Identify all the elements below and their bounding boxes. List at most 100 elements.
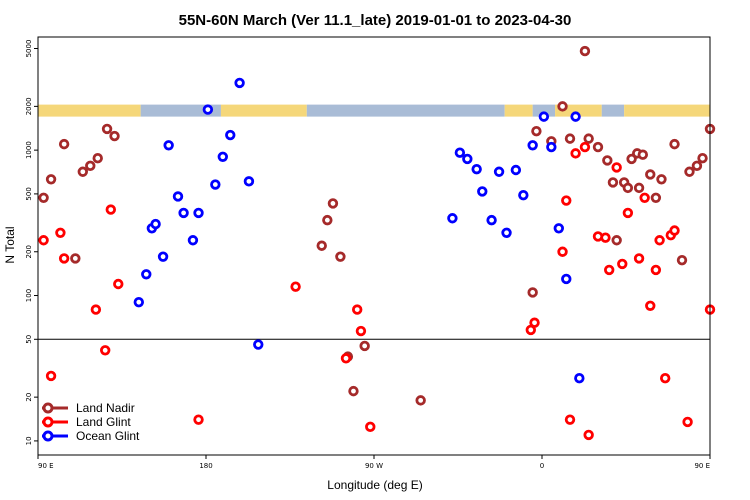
point-ocean-glint [546, 141, 557, 153]
point-land-glint [113, 278, 124, 290]
y-axis-title: N Total [3, 226, 17, 263]
x-axis-title: Longitude (deg E) [327, 478, 422, 492]
point-land-glint [55, 227, 66, 239]
point-land-nadir [101, 123, 113, 135]
x-tick-label: 0 [540, 462, 544, 470]
data-points [38, 45, 716, 441]
legend-entry-land-glint: Land Glint [42, 415, 131, 429]
legend: Land Nadir Land Glint Ocean Glint [42, 401, 140, 443]
band-segment-land [38, 104, 141, 117]
point-land-glint [633, 253, 645, 264]
y-tick-label: 500 [25, 187, 33, 200]
point-land-glint [90, 304, 102, 315]
point-land-nadir [637, 149, 648, 160]
point-land-nadir [633, 182, 645, 194]
point-land-nadir [645, 169, 656, 180]
point-land-glint [564, 414, 576, 425]
point-land-nadir [70, 253, 81, 264]
x-tick-label: 90 E [38, 462, 54, 470]
y-tick-label: 200 [25, 245, 33, 258]
point-land-glint [290, 281, 301, 292]
point-ocean-glint [486, 214, 497, 226]
point-land-glint [650, 264, 662, 276]
point-ocean-glint [157, 251, 169, 262]
point-land-nadir [592, 141, 604, 153]
point-land-glint [570, 148, 581, 159]
point-ocean-glint [187, 235, 199, 246]
point-land-nadir [77, 166, 88, 177]
point-land-nadir [557, 101, 568, 112]
x-axis: 90 E 180 90 W 0 90 E [37, 455, 711, 470]
point-land-nadir [691, 160, 703, 172]
y-tick-label: 5000 [25, 40, 33, 58]
band-segment-ocean [532, 104, 556, 117]
point-ocean-glint [150, 218, 161, 230]
point-land-glint [352, 304, 363, 315]
point-land-nadir [359, 340, 370, 352]
legend-label-ocean-glint: Ocean Glint [76, 429, 140, 443]
point-land-nadir [650, 192, 662, 204]
point-land-glint [617, 258, 628, 270]
point-land-glint [193, 414, 204, 425]
legend-label-land-nadir: Land Nadir [76, 401, 135, 415]
y-axis: 10 20 50 100 200 500 1000 2000 5000 [25, 40, 38, 445]
band-segment-land [504, 104, 533, 117]
point-land-glint [604, 264, 615, 276]
point-ocean-glint [193, 207, 204, 219]
point-land-glint [622, 207, 634, 219]
point-ocean-glint [141, 269, 152, 280]
point-ocean-glint [518, 189, 529, 201]
point-land-nadir [564, 133, 576, 144]
plot-frame [37, 36, 711, 456]
point-land-nadir [327, 198, 339, 209]
point-ocean-glint [447, 213, 458, 224]
point-land-nadir [669, 138, 680, 150]
chart-title: 55N-60N March (Ver 11.1_late) 2019-01-01… [179, 12, 572, 29]
point-land-nadir [45, 174, 57, 185]
point-ocean-glint [217, 151, 228, 162]
point-ocean-glint [454, 147, 466, 158]
legend-entry-land-nadir: Land Nadir [42, 401, 135, 415]
point-land-nadir [607, 177, 619, 188]
y-tick-label: 2000 [25, 97, 33, 115]
point-land-nadir [611, 235, 622, 246]
point-land-nadir [348, 385, 359, 397]
point-ocean-glint [561, 273, 572, 285]
point-land-glint [340, 353, 352, 364]
point-land-nadir [697, 153, 708, 164]
point-ocean-glint [462, 153, 473, 165]
legend-label-land-glint: Land Glint [76, 415, 131, 429]
band-segment-land [220, 104, 307, 117]
point-land-glint [660, 372, 671, 384]
legend-entry-ocean-glint: Ocean Glint [42, 429, 140, 443]
point-land-glint [58, 253, 70, 264]
point-land-glint [682, 416, 693, 428]
point-land-nadir [92, 153, 103, 164]
point-land-glint [600, 232, 611, 243]
band-segment-ocean [140, 104, 221, 117]
x-tick-label: 90 W [365, 462, 383, 470]
point-land-glint [561, 195, 572, 206]
point-land-nadir [684, 166, 695, 177]
point-land-nadir [602, 155, 613, 166]
point-ocean-glint [574, 372, 585, 384]
point-ocean-glint [570, 111, 581, 122]
point-land-glint [583, 429, 594, 441]
band-segment-land [624, 104, 710, 117]
x-tick-label: 90 E [694, 462, 710, 470]
point-land-glint [365, 421, 376, 433]
point-ocean-glint [493, 166, 505, 177]
point-ocean-glint [172, 191, 184, 202]
point-ocean-glint [234, 77, 245, 89]
point-land-glint [105, 204, 116, 215]
point-ocean-glint [243, 176, 255, 187]
point-land-nadir [656, 174, 667, 185]
point-land-glint [99, 345, 111, 356]
point-ocean-glint [471, 163, 482, 175]
point-land-nadir [583, 133, 594, 144]
point-land-nadir [676, 254, 688, 266]
point-ocean-glint [510, 164, 522, 176]
point-land-glint [557, 246, 568, 257]
point-land-glint [45, 370, 57, 382]
